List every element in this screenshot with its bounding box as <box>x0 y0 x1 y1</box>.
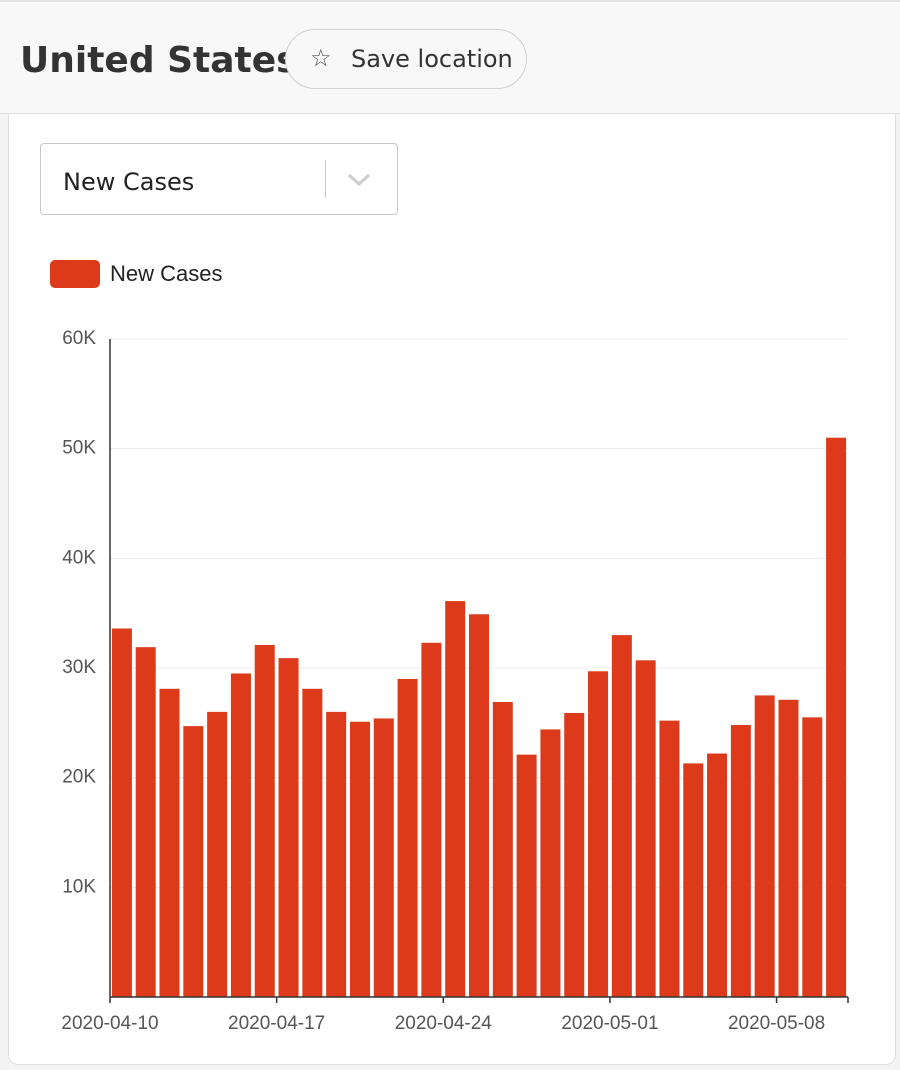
bar <box>778 699 799 997</box>
bar <box>302 688 323 997</box>
bar <box>826 437 847 997</box>
bar <box>111 628 132 997</box>
bar <box>611 635 632 997</box>
bar <box>421 642 442 997</box>
y-tick-label: 30K <box>62 657 96 678</box>
bar <box>492 701 513 997</box>
legend-label: New Cases <box>110 261 222 286</box>
bar <box>183 726 204 997</box>
bar <box>135 647 156 997</box>
bar <box>730 725 751 997</box>
x-tick-label: 2020-04-17 <box>228 1013 325 1034</box>
bar <box>349 721 370 997</box>
y-tick-label: 60K <box>62 328 96 349</box>
x-tick-label: 2020-05-08 <box>728 1013 825 1034</box>
bar <box>635 660 656 997</box>
dropdown-separator <box>325 160 326 198</box>
bar <box>230 673 251 997</box>
dropdown-arrow <box>347 173 371 187</box>
bar <box>397 678 418 997</box>
bar <box>707 753 728 997</box>
x-tick-label: 2020-04-10 <box>61 1013 158 1034</box>
bar <box>159 688 180 997</box>
metric-dropdown[interactable]: New Cases <box>40 143 398 215</box>
x-tick-label: 2020-05-01 <box>561 1013 658 1034</box>
bar <box>754 695 775 997</box>
bar <box>207 711 228 997</box>
dropdown-value: New Cases <box>63 168 195 196</box>
save-label: Save location <box>351 45 513 73</box>
bar <box>802 717 823 997</box>
bar <box>564 712 585 997</box>
bar <box>540 729 561 997</box>
save-location-button[interactable]: ☆ Save location <box>285 29 527 89</box>
bar <box>326 711 347 997</box>
bar <box>254 644 275 997</box>
y-tick-label: 20K <box>62 767 96 788</box>
bar <box>516 754 537 997</box>
x-tick-label: 2020-04-24 <box>395 1013 493 1034</box>
bar <box>683 763 704 997</box>
bar <box>373 718 394 997</box>
header: United States ☆ Save location <box>0 0 900 114</box>
star-icon: ☆ <box>310 44 332 72</box>
y-tick-label: 50K <box>62 438 96 459</box>
bar <box>469 614 489 997</box>
bar <box>588 671 609 997</box>
y-tick-label: 40K <box>62 547 96 568</box>
bar <box>659 720 680 997</box>
bar <box>445 601 466 997</box>
legend-swatch <box>50 260 100 288</box>
y-tick-label: 10K <box>62 876 96 897</box>
location-title: United States <box>20 40 298 81</box>
bar <box>278 658 299 997</box>
